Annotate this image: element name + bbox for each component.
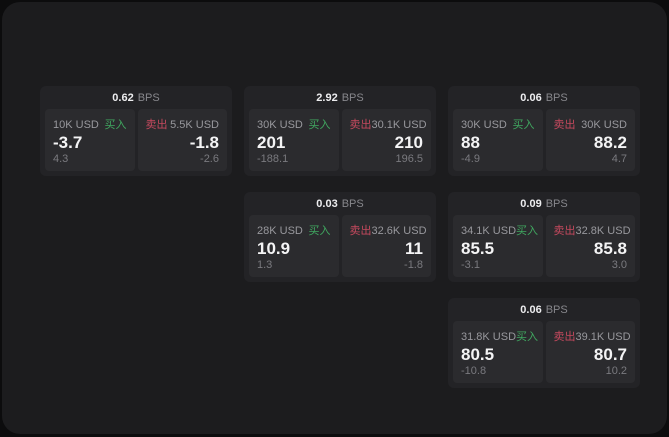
sell-amount: 30.1K USD xyxy=(371,119,427,131)
buy-price: 10.9 xyxy=(257,238,291,258)
buy-label: 买入 xyxy=(308,225,331,237)
sell-sub-value: 196.5 xyxy=(395,153,423,165)
quote-card: 0.06 BPS 31.8K USD 买入 80.5 -10.8 卖出 39.1… xyxy=(448,298,640,388)
sell-label: 卖出 xyxy=(553,225,576,237)
sell-panel[interactable]: 卖出 30K USD 88.2 4.7 xyxy=(545,109,635,171)
sell-panel[interactable]: 卖出 32.6K USD 11 -1.8 xyxy=(341,215,431,277)
buy-sub-value: -188.1 xyxy=(257,153,289,165)
sell-label: 卖出 xyxy=(553,119,576,131)
sell-price: -1.8 xyxy=(189,132,219,152)
bps-value: 0.09 xyxy=(520,198,542,210)
sell-amount: 30K USD xyxy=(581,119,627,131)
quote-card: 0.62 BPS 10K USD 买入 -3.7 4.3 卖出 5.5K USD xyxy=(40,86,232,176)
sell-price: 210 xyxy=(394,132,423,152)
buy-amount: 30K USD xyxy=(461,119,507,131)
buy-price: 80.5 xyxy=(461,344,495,364)
buy-panel[interactable]: 34.1K USD 买入 85.5 -3.1 xyxy=(453,215,543,277)
buy-amount: 34.1K USD xyxy=(461,225,517,237)
buy-price: 88 xyxy=(461,132,480,152)
buy-sub-value: 1.3 xyxy=(257,259,273,271)
panels-row: 34.1K USD 买入 85.5 -3.1 卖出 32.8K USD 85.8… xyxy=(448,214,640,277)
sell-panel[interactable]: 卖出 30.1K USD 210 196.5 xyxy=(341,109,431,171)
sell-panel[interactable]: 卖出 5.5K USD -1.8 -2.6 xyxy=(137,109,227,171)
buy-amount: 10K USD xyxy=(53,119,99,131)
buy-label: 买入 xyxy=(512,119,535,131)
sell-sub-value: 10.2 xyxy=(605,365,627,377)
card-header: 0.09 BPS xyxy=(448,192,640,214)
bps-unit-label: BPS xyxy=(341,92,364,104)
bps-unit-label: BPS xyxy=(545,304,568,316)
bps-unit-label: BPS xyxy=(545,92,568,104)
panels-row: 30K USD 买入 88 -4.9 卖出 30K USD 88.2 4.7 xyxy=(448,108,640,171)
sell-price: 85.8 xyxy=(593,238,627,258)
buy-panel[interactable]: 30K USD 买入 88 -4.9 xyxy=(453,109,543,171)
sell-price: 11 xyxy=(405,238,423,258)
buy-panel[interactable]: 31.8K USD 买入 80.5 -10.8 xyxy=(453,321,543,383)
quote-card: 0.03 BPS 28K USD 买入 10.9 1.3 卖出 32.6K US… xyxy=(244,192,436,282)
quote-card: 0.09 BPS 34.1K USD 买入 85.5 -3.1 卖出 32.8K… xyxy=(448,192,640,282)
card-header: 0.06 BPS xyxy=(448,86,640,108)
quote-card: 0.06 BPS 30K USD 买入 88 -4.9 卖出 30K USD xyxy=(448,86,640,176)
buy-price: -3.7 xyxy=(53,132,83,152)
buy-panel[interactable]: 30K USD 买入 201 -188.1 xyxy=(249,109,339,171)
sell-label: 卖出 xyxy=(145,119,168,131)
buy-sub-value: 4.3 xyxy=(53,153,69,165)
panels-row: 30K USD 买入 201 -188.1 卖出 30.1K USD 210 1… xyxy=(244,108,436,171)
panels-row: 10K USD 买入 -3.7 4.3 卖出 5.5K USD -1.8 -2.… xyxy=(40,108,232,171)
buy-amount: 30K USD xyxy=(257,119,303,131)
buy-sub-value: -4.9 xyxy=(461,153,480,165)
sell-amount: 5.5K USD xyxy=(170,119,219,131)
sell-price: 88.2 xyxy=(593,132,627,152)
buy-label: 买入 xyxy=(516,331,539,343)
bps-unit-label: BPS xyxy=(545,198,568,210)
bps-unit-label: BPS xyxy=(137,92,160,104)
panels-row: 31.8K USD 买入 80.5 -10.8 卖出 39.1K USD 80.… xyxy=(448,320,640,383)
buy-sub-value: -10.8 xyxy=(461,365,487,377)
sell-amount: 39.1K USD xyxy=(575,331,631,343)
sell-amount: 32.8K USD xyxy=(575,225,631,237)
bps-value: 0.06 xyxy=(520,304,542,316)
sell-panel[interactable]: 卖出 32.8K USD 85.8 3.0 xyxy=(545,215,635,277)
bps-value: 0.62 xyxy=(112,92,134,104)
buy-label: 买入 xyxy=(104,119,127,131)
quote-board: 0.62 BPS 10K USD 买入 -3.7 4.3 卖出 5.5K USD xyxy=(40,86,640,388)
bps-unit-label: BPS xyxy=(341,198,364,210)
sell-sub-value: 3.0 xyxy=(611,259,627,271)
card-header: 0.62 BPS xyxy=(40,86,232,108)
buy-label: 买入 xyxy=(308,119,331,131)
sell-sub-value: -2.6 xyxy=(200,153,219,165)
bps-value: 2.92 xyxy=(316,92,338,104)
sell-price: 80.7 xyxy=(593,344,627,364)
sell-label: 卖出 xyxy=(349,225,372,237)
buy-price: 85.5 xyxy=(461,238,495,258)
quote-card: 2.92 BPS 30K USD 买入 201 -188.1 卖出 30.1K … xyxy=(244,86,436,176)
panels-row: 28K USD 买入 10.9 1.3 卖出 32.6K USD 11 -1.8 xyxy=(244,214,436,277)
card-header: 2.92 BPS xyxy=(244,86,436,108)
sell-sub-value: 4.7 xyxy=(611,153,627,165)
card-header: 0.06 BPS xyxy=(448,298,640,320)
buy-panel[interactable]: 10K USD 买入 -3.7 4.3 xyxy=(45,109,135,171)
sell-sub-value: -1.8 xyxy=(404,259,423,271)
buy-sub-value: -3.1 xyxy=(461,259,480,271)
card-header: 0.03 BPS xyxy=(244,192,436,214)
sell-panel[interactable]: 卖出 39.1K USD 80.7 10.2 xyxy=(545,321,635,383)
buy-price: 201 xyxy=(257,132,286,152)
bps-value: 0.06 xyxy=(520,92,542,104)
buy-amount: 31.8K USD xyxy=(461,331,517,343)
bps-value: 0.03 xyxy=(316,198,338,210)
buy-amount: 28K USD xyxy=(257,225,303,237)
buy-panel[interactable]: 28K USD 买入 10.9 1.3 xyxy=(249,215,339,277)
sell-label: 卖出 xyxy=(553,331,576,343)
sell-amount: 32.6K USD xyxy=(371,225,427,237)
sell-label: 卖出 xyxy=(349,119,372,131)
buy-label: 买入 xyxy=(516,225,539,237)
